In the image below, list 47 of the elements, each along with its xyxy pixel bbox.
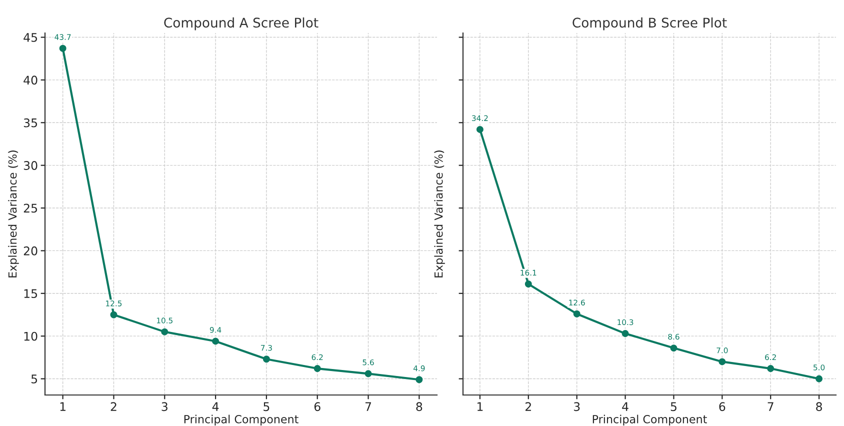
y-tick-label: 20: [24, 246, 38, 256]
y-axis-title: Explained Variance (%): [8, 150, 19, 278]
x-tick-label: 1: [477, 402, 483, 411]
chart-title: Compound B Scree Plot: [572, 17, 727, 30]
y-tick-label: 15: [24, 289, 38, 298]
point: [816, 375, 823, 382]
point: [524, 280, 532, 288]
point: [59, 44, 66, 52]
x-tick-label: 3: [162, 402, 168, 412]
x-tick-label: 3: [574, 402, 580, 412]
x-tick-label: 5: [670, 402, 676, 412]
point: [718, 358, 726, 366]
y-tick-label: 40: [24, 76, 38, 85]
y-tick-label: 30: [24, 161, 38, 170]
x-axis-title: Principal Component: [184, 414, 298, 426]
x-axis-title: Principal Component: [592, 414, 707, 426]
point: [573, 310, 580, 318]
y-tick-label: 25: [24, 204, 38, 213]
x-tick-label: 5: [264, 402, 270, 412]
point: [622, 330, 629, 337]
x-tick-label: 6: [314, 402, 320, 412]
point: [262, 356, 270, 363]
x-tick-label: 7: [768, 402, 774, 411]
x-tick-label: 4: [212, 402, 219, 411]
x-tick-label: 6: [719, 402, 726, 412]
x-tick-label: 2: [110, 402, 116, 411]
y-tick-label: 5: [31, 374, 38, 384]
x-tick-label: 1: [60, 402, 66, 411]
y-axis-title: Explained Variance (%): [434, 150, 445, 278]
point: [364, 370, 372, 378]
point: [110, 311, 118, 318]
y-tick-label: 45: [24, 33, 38, 42]
point: [416, 376, 423, 384]
y-tick-label: 10: [24, 332, 38, 341]
x-tick-label: 8: [416, 402, 422, 412]
point: [212, 338, 220, 345]
x-tick-label: 4: [622, 402, 628, 411]
point: [767, 365, 774, 372]
x-tick-label: 7: [365, 402, 372, 411]
point: [670, 344, 678, 352]
point: [314, 365, 321, 372]
x-tick-label: 2: [526, 402, 531, 411]
point: [161, 328, 168, 336]
x-tick-label: 8: [816, 402, 822, 412]
point: [476, 126, 484, 133]
chart-title: Compound A Scree Plot: [164, 17, 318, 30]
y-tick-label: 35: [24, 118, 38, 128]
